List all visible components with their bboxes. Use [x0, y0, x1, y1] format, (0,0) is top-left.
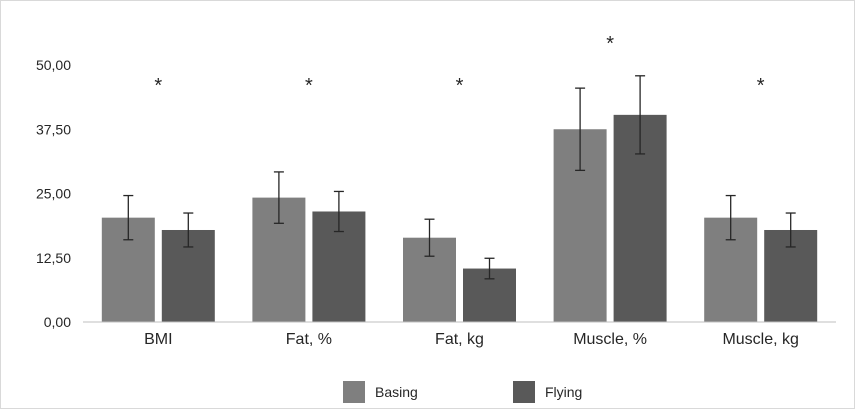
- x-tick-label: Muscle, kg: [722, 331, 798, 348]
- y-tick-label: 0,00: [44, 314, 71, 330]
- x-tick-label: BMI: [144, 331, 172, 348]
- significance-marker: *: [757, 75, 765, 97]
- significance-marker: *: [154, 75, 162, 97]
- significance-marker: *: [606, 33, 614, 55]
- legend-swatch: [513, 381, 535, 403]
- y-tick-label: 25,00: [36, 186, 71, 202]
- legend-swatch: [343, 381, 365, 403]
- legend-label: Flying: [545, 384, 582, 400]
- x-tick-label: Fat, kg: [435, 331, 484, 348]
- significance-marker: *: [456, 75, 464, 97]
- y-tick-label: 37,50: [36, 121, 71, 137]
- significance-marker: *: [305, 75, 313, 97]
- y-tick-label: 50,00: [36, 57, 71, 73]
- x-tick-label: Fat, %: [286, 331, 332, 348]
- y-tick-label: 12,50: [36, 250, 71, 266]
- x-tick-label: Muscle, %: [573, 331, 647, 348]
- legend-label: Basing: [375, 384, 418, 400]
